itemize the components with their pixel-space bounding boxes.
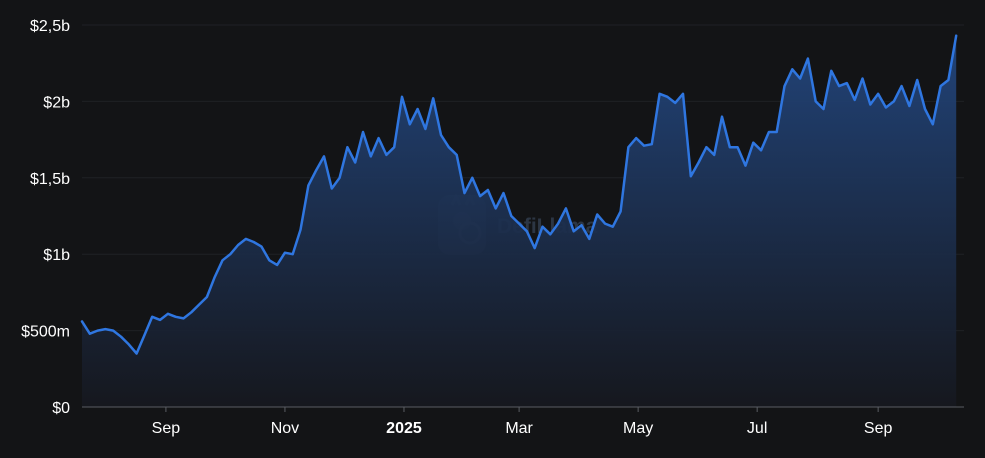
x-tick-label: Mar — [505, 420, 533, 437]
x-tick-label: Sep — [864, 420, 893, 437]
area-fill — [82, 35, 957, 407]
x-tick-label: 2025 — [386, 420, 422, 437]
y-tick-label: $2b — [43, 94, 70, 111]
y-tick-label: $0 — [52, 400, 70, 417]
y-axis: $0 $500m $1b $1,5b $2b $2,5b — [21, 18, 70, 417]
x-tick-label: Nov — [271, 420, 299, 437]
y-tick-label: $500m — [21, 324, 70, 341]
y-tick-label: $1b — [43, 247, 70, 264]
series-line — [80, 34, 958, 355]
x-tick-label: May — [623, 420, 653, 437]
x-tick-label: Sep — [152, 420, 181, 437]
x-tick-label: Jul — [747, 420, 767, 437]
x-axis: Sep Nov 2025 Mar May Jul Sep — [152, 407, 893, 437]
y-tick-label: $1,5b — [30, 171, 70, 188]
y-tick-label: $2,5b — [30, 18, 70, 35]
